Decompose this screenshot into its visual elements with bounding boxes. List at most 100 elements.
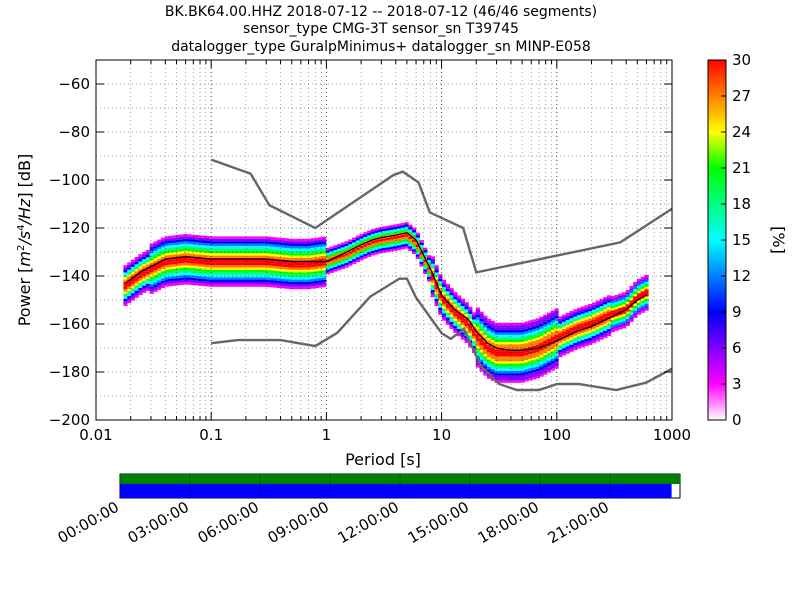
heatmap-cell: [554, 366, 559, 369]
heatmap-cell: [595, 300, 600, 304]
heatmap-cell: [644, 296, 649, 299]
x-tick-label: 0.01: [79, 426, 112, 444]
heatmap-cell: [303, 246, 308, 249]
heatmap-cell: [397, 223, 402, 227]
heatmap-cell: [183, 258, 188, 261]
heatmap-cell: [618, 327, 623, 330]
heatmap-cell: [520, 341, 525, 345]
heatmap-cell: [588, 318, 593, 321]
heatmap-cell: [595, 324, 600, 328]
heatmap-cell: [149, 277, 154, 280]
heatmap-cell: [280, 237, 286, 241]
heatmap-cell: [164, 243, 169, 246]
heatmap-cell: [378, 234, 383, 237]
heatmap-cell: [310, 267, 316, 270]
heatmap-cell: [258, 272, 263, 275]
heatmap-cell: [333, 259, 338, 263]
heatmap-cell: [288, 286, 293, 290]
heatmap-cell: [483, 337, 488, 340]
colorbar-tick-label: 21: [732, 159, 751, 177]
heatmap-cell: [524, 364, 529, 368]
heatmap-cell: [498, 354, 503, 357]
heatmap-cell: [640, 298, 645, 301]
heatmap-cell: [412, 227, 417, 231]
heatmap-cell: [554, 356, 559, 359]
heatmap-cell: [472, 329, 477, 332]
heatmap-cell: [546, 331, 552, 335]
heatmap-cell: [142, 264, 147, 267]
heatmap-cell: [235, 236, 241, 239]
x-axis-ticks: 0.01 0.1 1 10 100 1000: [79, 60, 691, 444]
heatmap-cell: [550, 348, 555, 352]
heatmap-cell: [576, 310, 582, 313]
heatmap-cell: [138, 261, 143, 264]
heatmap-cell: [531, 319, 537, 322]
heatmap-cell: [363, 256, 368, 259]
heatmap-cell: [310, 274, 316, 277]
heatmap-cell: [385, 228, 390, 231]
heatmap-cell: [445, 312, 450, 316]
heatmap-cell: [415, 232, 420, 236]
heatmap-cell: [202, 242, 207, 246]
heatmap-cell: [460, 313, 465, 316]
heatmap-cell: [123, 296, 128, 299]
heatmap-cell: [269, 244, 274, 247]
heatmap-cell: [558, 340, 563, 343]
heatmap-cell: [546, 312, 552, 316]
heatmap-cell: [487, 352, 492, 355]
heatmap-cell: [531, 324, 537, 327]
heatmap-cell: [599, 308, 604, 311]
heatmap-cell: [265, 255, 271, 259]
heatmap-cell: [498, 358, 503, 362]
heatmap-cell: [280, 261, 286, 265]
heatmap-cell: [389, 244, 394, 247]
heatmap-cell: [494, 349, 499, 352]
heatmap-cell: [588, 320, 593, 324]
heatmap-cell: [517, 368, 522, 371]
heatmap-cell: [318, 285, 323, 288]
heatmap-cell: [277, 266, 282, 269]
heatmap-cell: [449, 321, 454, 325]
heatmap-cell: [359, 252, 364, 256]
heatmap-cell: [303, 265, 308, 268]
heatmap-cell: [509, 337, 514, 340]
heatmap-cell: [318, 280, 323, 283]
heatmap-cell: [168, 240, 173, 243]
heatmap-cell: [427, 276, 432, 280]
heatmap-cell: [490, 373, 495, 376]
y-label-part: 2: [16, 245, 27, 251]
heatmap-cell: [509, 366, 514, 369]
heatmap-cell: [243, 243, 248, 246]
heatmap-cell: [543, 336, 548, 339]
heatmap-cell: [280, 245, 286, 248]
heatmap-cell: [603, 333, 608, 336]
heatmap-cell: [614, 309, 619, 312]
plot-area: 0.01 0.1 1 10 100 1000 −200−180−160−140−120−1…: [49, 59, 691, 444]
heatmap-cell: [528, 361, 533, 364]
heatmap-cell: [385, 237, 390, 241]
heatmap-cell: [288, 281, 293, 285]
heatmap-cell: [543, 362, 548, 366]
heatmap-cell: [606, 304, 612, 308]
heatmap-cell: [430, 263, 435, 266]
heatmap-cell: [142, 273, 147, 277]
heatmap-cell: [603, 306, 608, 310]
heatmap-cell: [250, 282, 256, 285]
heatmap-cell: [528, 344, 533, 347]
heatmap-cell: [629, 314, 634, 318]
heatmap-cell: [310, 283, 316, 287]
heatmap-cell: [175, 251, 181, 255]
time-tick-label: 18:00:00: [475, 498, 542, 547]
heatmap-cell: [543, 317, 548, 320]
heatmap-cell: [243, 248, 248, 251]
heatmap-cell: [438, 295, 443, 299]
heatmap-cell: [644, 289, 649, 292]
heatmap-cell: [543, 329, 548, 332]
heatmap-cell: [153, 241, 158, 244]
heatmap-cell: [337, 246, 342, 249]
heatmap-cell: [277, 249, 282, 253]
heatmap-cell: [168, 235, 173, 239]
heatmap-cell: [213, 267, 218, 270]
heatmap-cell: [250, 265, 256, 268]
heatmap-cell: [606, 307, 612, 310]
